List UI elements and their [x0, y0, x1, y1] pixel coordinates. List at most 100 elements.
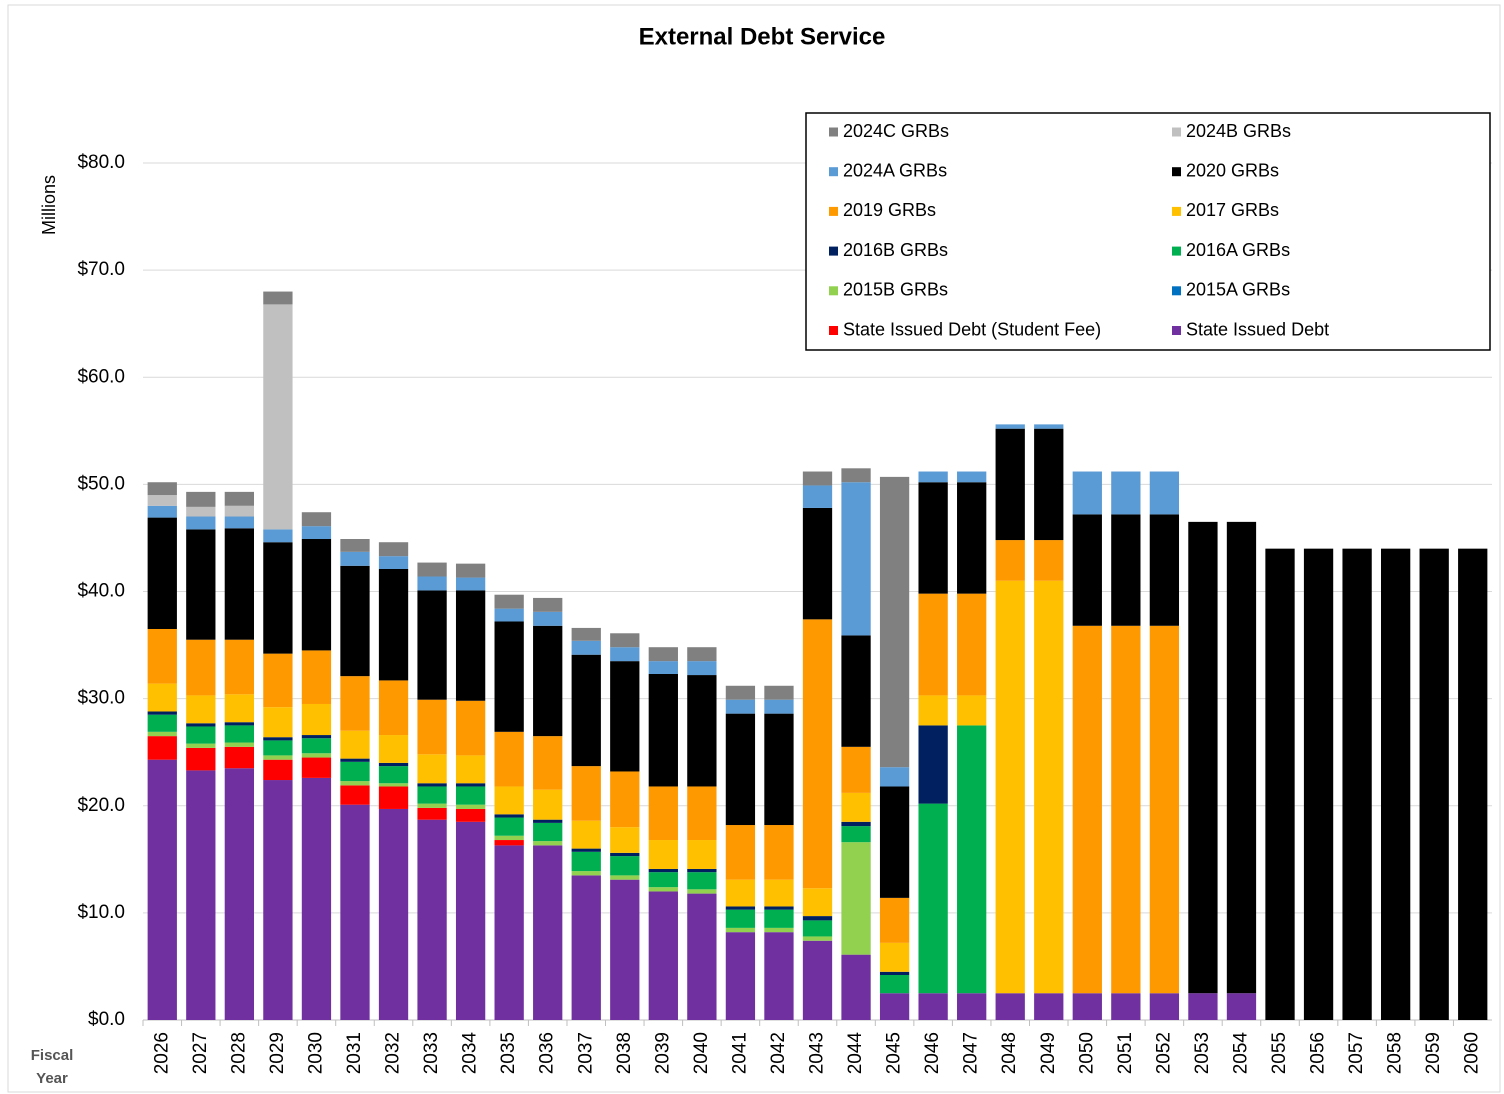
x-tick-label: 2060: [1462, 1032, 1483, 1074]
bar-segment: [1265, 548, 1295, 1020]
legend-swatch: [829, 206, 838, 216]
x-tick-label: 2053: [1192, 1032, 1213, 1074]
bar-segment: [802, 507, 833, 620]
bar-segment: [841, 826, 871, 843]
bar-segment: [378, 735, 409, 763]
bar-segment: [610, 633, 640, 648]
bar-segment: [263, 291, 293, 305]
legend-swatch: [829, 286, 838, 296]
bar-segment: [263, 529, 293, 543]
bar-segment: [301, 738, 332, 754]
bar-segment: [1072, 625, 1102, 994]
bar-segment: [147, 714, 177, 732]
bar-segment: [186, 695, 216, 724]
bar-segment: [301, 757, 332, 778]
bar-segment: [455, 808, 486, 822]
bar-segment: [263, 740, 293, 756]
bar-segment: [301, 777, 332, 1020]
bar-segment: [648, 891, 678, 1020]
bar-segment: [841, 821, 871, 827]
x-tick-label: 2034: [460, 1032, 481, 1075]
x-tick-label: 2027: [190, 1032, 211, 1074]
x-tick-label: 2036: [537, 1032, 558, 1074]
bar-segment: [494, 835, 524, 841]
bar-segment: [879, 975, 910, 994]
legend-swatch: [829, 127, 838, 137]
bar-segment: [571, 627, 601, 641]
bar-segment: [1034, 993, 1064, 1020]
bar-segment: [340, 758, 370, 762]
x-tick-label: 2031: [344, 1032, 365, 1074]
bar-segment: [494, 786, 524, 815]
bar-segment: [571, 871, 601, 876]
bar-segment: [186, 639, 216, 696]
bar-segment: [533, 841, 563, 846]
x-tick-label: 2030: [305, 1032, 326, 1074]
bar-segment: [802, 619, 833, 889]
bar-segment: [186, 723, 216, 727]
bar-segment: [1226, 993, 1257, 1020]
bar-segment: [301, 526, 332, 540]
bar-segment: [764, 932, 794, 1020]
bar-segment: [533, 625, 563, 737]
bar-segment: [802, 471, 833, 486]
bar-segment: [186, 506, 216, 517]
y-axis-label: Millions: [39, 175, 59, 235]
bar-segment: [725, 932, 756, 1020]
bar-segment: [494, 608, 524, 622]
bar-segment: [147, 759, 177, 1020]
bar-segment: [186, 726, 216, 744]
bar-segment: [725, 906, 756, 910]
legend-label: 2019 GRBs: [843, 200, 936, 220]
bar-segment: [571, 766, 601, 821]
y-tick-label: $60.0: [77, 366, 125, 387]
x-tick-label: 2051: [1115, 1032, 1136, 1074]
bar-segment: [571, 851, 601, 872]
bar-segment: [1342, 548, 1372, 1020]
x-tick-label: 2046: [922, 1032, 943, 1074]
bar-segment: [1072, 993, 1102, 1020]
y-tick-label: $80.0: [77, 152, 125, 173]
bar-segment: [378, 556, 409, 570]
x-tick-label: 2048: [999, 1032, 1020, 1074]
bar-segment: [610, 875, 640, 880]
bar-segment: [918, 593, 948, 696]
bar-segment: [224, 528, 255, 640]
bar-segment: [147, 517, 177, 629]
bar-segment: [263, 780, 293, 1020]
bar-segment: [494, 817, 524, 836]
bar-segment: [263, 759, 293, 781]
bar-segment: [417, 576, 447, 591]
bar-segment: [918, 482, 948, 594]
bar-segment: [918, 471, 948, 483]
bar-segment: [340, 565, 370, 677]
legend-label: State Issued Debt: [1186, 319, 1329, 339]
bar-segment: [687, 889, 717, 894]
bar-segment: [224, 516, 255, 529]
bar-segment: [417, 819, 447, 1020]
legend-swatch: [1172, 326, 1181, 335]
bar-segment: [764, 879, 794, 907]
x-tick-label: 2035: [498, 1032, 519, 1074]
chart-title: External Debt Service: [639, 23, 886, 50]
bar-segment: [1188, 521, 1218, 994]
bar-segment: [610, 661, 640, 772]
bar-segment: [340, 539, 370, 552]
x-tick-label: 2039: [652, 1032, 673, 1074]
x-tick-label: 2028: [228, 1032, 249, 1074]
bar-segment: [263, 542, 293, 654]
legend-swatch: [829, 326, 838, 335]
bar-segment: [186, 743, 216, 748]
bar-segment: [494, 621, 524, 732]
bar-segment: [687, 786, 717, 841]
bar-segment: [957, 471, 987, 483]
bar-segment: [417, 803, 447, 808]
x-tick-label: 2029: [267, 1032, 288, 1074]
bar-segment: [301, 512, 332, 527]
x-axis-label: Fiscal Year: [30, 1047, 74, 1087]
bar-segment: [494, 840, 524, 846]
bar-segment: [455, 755, 486, 784]
bar-segment: [918, 993, 948, 1020]
bar-segment: [301, 539, 332, 651]
